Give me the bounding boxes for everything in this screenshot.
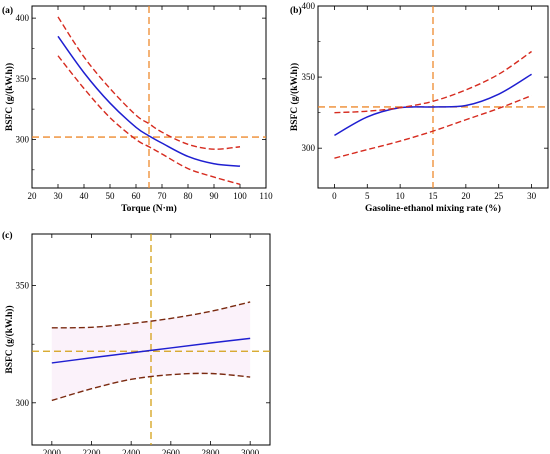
panel-c-bsfc-vs-speed: 200022002400260028003000300350Speed (rpm… [2, 230, 271, 454]
confidence-lower-line [57, 55, 241, 186]
panel-label: (a) [2, 5, 13, 16]
confidence-upper-line [334, 50, 532, 114]
y-tick-label: 300 [302, 143, 316, 153]
confidence-upper-line [51, 301, 251, 329]
confidence-lower-line [51, 372, 251, 402]
x-axis-label: Torque (N·m) [121, 203, 177, 214]
x-tick-label: 70 [158, 191, 168, 201]
x-tick-label: 20 [28, 191, 38, 201]
x-tick-label: 25 [494, 191, 504, 201]
y-tick-label: 300 [16, 398, 30, 408]
x-tick-label: 5 [365, 191, 370, 201]
x-tick-label: 2800 [202, 448, 221, 454]
x-tick-label: 60 [132, 191, 142, 201]
y-tick-label: 350 [16, 74, 30, 84]
x-axis-label: Gasoline-ethanol mixing rate (%) [365, 203, 501, 214]
x-tick-label: 2000 [43, 448, 62, 454]
x-tick-label: 2400 [122, 448, 141, 454]
y-tick-label: 350 [16, 281, 30, 291]
y-axis-label: BSFC (g/(kW.h)) [289, 63, 300, 131]
panel-label: (b) [290, 5, 302, 16]
panel-a-bsfc-vs-torque: 20 30 40 50 60 70 80 90 100 110 300 350 400 Torque (N… [2, 5, 273, 214]
x-tick-label: 2200 [83, 448, 102, 454]
y-axis-label: BSFC (g/(kW.h)) [4, 63, 15, 131]
y-tick-label: 300 [16, 134, 30, 144]
x-tick-label: 50 [106, 191, 116, 201]
panel-label: (c) [2, 230, 13, 241]
x-tick-label: 20 [461, 191, 471, 201]
x-tick-label: 90 [210, 191, 220, 201]
x-tick-label: 80 [184, 191, 194, 201]
panel-b-bsfc-vs-mixing-rate: 0 5 10 15 20 25 30 300 350 400 Gasoline-ethanol mi… [289, 1, 549, 214]
x-tick-label: 0 [332, 191, 337, 201]
x-tick-label: 15 [429, 191, 439, 201]
x-tick-label: 3000 [241, 448, 260, 454]
x-tick-label: 110 [259, 191, 273, 201]
y-tick-label: 400 [302, 1, 316, 11]
y-tick-label: 350 [302, 72, 316, 82]
fitted-bsfc-line [334, 73, 532, 137]
x-tick-label: 100 [233, 191, 247, 201]
x-tick-label: 30 [527, 191, 537, 201]
x-tick-label: 10 [396, 191, 406, 201]
y-tick-label: 400 [16, 13, 30, 23]
fitted-bsfc-line [57, 35, 241, 167]
fitted-bsfc-line [51, 337, 251, 364]
y-axis-label: BSFC (g/(kW.h)) [4, 305, 15, 373]
confidence-lower-line [334, 94, 532, 159]
x-tick-label: 40 [80, 191, 90, 201]
x-tick-label: 2600 [162, 448, 181, 454]
x-tick-label: 30 [54, 191, 64, 201]
